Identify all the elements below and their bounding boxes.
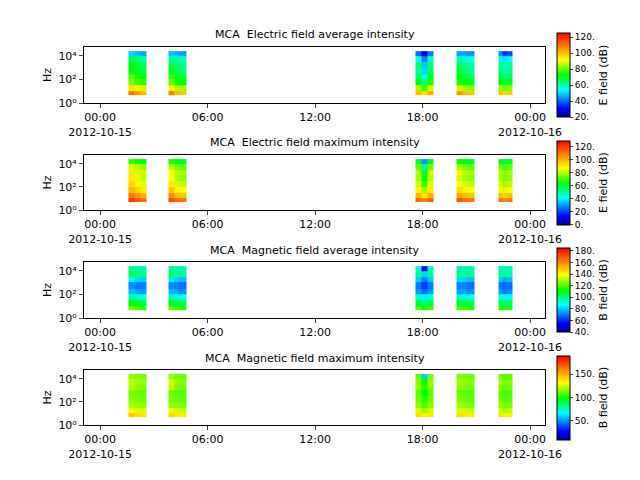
svg-text:100.: 100. bbox=[575, 393, 595, 403]
svg-text:40.: 40. bbox=[575, 194, 589, 204]
svg-text:00:002012-10-16: 00:002012-10-16 bbox=[498, 326, 562, 353]
svg-text:E field (dB): E field (dB) bbox=[597, 45, 610, 106]
svg-text:12:00: 12:00 bbox=[299, 218, 331, 231]
svg-text:18:00: 18:00 bbox=[407, 433, 439, 446]
svg-text:10⁴: 10⁴ bbox=[58, 50, 77, 63]
svg-text:60.: 60. bbox=[575, 80, 589, 90]
svg-text:10²: 10² bbox=[58, 181, 76, 194]
svg-text:Hz: Hz bbox=[41, 175, 54, 189]
svg-text:06:00: 06:00 bbox=[192, 218, 224, 231]
svg-text:150.: 150. bbox=[575, 369, 595, 379]
svg-text:00:002012-10-15: 00:002012-10-15 bbox=[68, 218, 132, 245]
svg-text:50.: 50. bbox=[575, 416, 589, 426]
svg-text:10⁰: 10⁰ bbox=[58, 312, 77, 325]
svg-text:100.: 100. bbox=[575, 48, 595, 58]
svg-text:140.: 140. bbox=[575, 269, 595, 279]
svg-text:MCA Magnetic field average in: MCA Magnetic field average intensity bbox=[210, 244, 419, 257]
svg-text:120.: 120. bbox=[575, 32, 595, 42]
svg-text:10⁰: 10⁰ bbox=[58, 97, 77, 110]
svg-text:20.: 20. bbox=[575, 207, 589, 217]
svg-text:E field (dB): E field (dB) bbox=[597, 152, 610, 213]
svg-text:40.: 40. bbox=[575, 96, 589, 106]
svg-text:12:00: 12:00 bbox=[299, 326, 331, 339]
svg-text:20.: 20. bbox=[575, 112, 589, 122]
svg-text:18:00: 18:00 bbox=[407, 326, 439, 339]
svg-text:06:00: 06:00 bbox=[192, 111, 224, 124]
svg-text:18:00: 18:00 bbox=[407, 111, 439, 124]
svg-text:10⁰: 10⁰ bbox=[58, 204, 77, 217]
svg-text:60.: 60. bbox=[575, 316, 589, 326]
svg-text:Hz: Hz bbox=[41, 283, 54, 297]
svg-text:10⁴: 10⁴ bbox=[58, 373, 77, 386]
svg-text:MCA Magnetic field maximum in: MCA Magnetic field maximum intensity bbox=[205, 352, 425, 365]
svg-text:10⁴: 10⁴ bbox=[58, 158, 77, 171]
svg-text:60.: 60. bbox=[575, 181, 589, 191]
svg-text:B field (dB): B field (dB) bbox=[597, 259, 610, 320]
svg-text:40.: 40. bbox=[575, 327, 589, 337]
svg-text:12:00: 12:00 bbox=[299, 111, 331, 124]
svg-text:10²: 10² bbox=[58, 288, 76, 301]
svg-text:10²: 10² bbox=[58, 73, 76, 86]
svg-text:120.: 120. bbox=[575, 142, 595, 152]
svg-text:10⁴: 10⁴ bbox=[58, 265, 77, 278]
svg-text:MCA Electric field average in: MCA Electric field average intensity bbox=[215, 28, 415, 41]
svg-text:06:00: 06:00 bbox=[192, 326, 224, 339]
svg-text:80.: 80. bbox=[575, 168, 589, 178]
svg-text:00:002012-10-15: 00:002012-10-15 bbox=[68, 111, 132, 138]
svg-text:0.: 0. bbox=[575, 220, 584, 230]
svg-text:00:002012-10-15: 00:002012-10-15 bbox=[68, 326, 132, 353]
svg-text:MCA Electric field maximum in: MCA Electric field maximum intensity bbox=[210, 136, 420, 149]
svg-text:Hz: Hz bbox=[41, 390, 54, 404]
svg-text:160.: 160. bbox=[575, 258, 595, 268]
svg-text:18:00: 18:00 bbox=[407, 218, 439, 231]
svg-text:100.: 100. bbox=[575, 155, 595, 165]
svg-text:B field (dB): B field (dB) bbox=[597, 367, 610, 428]
svg-text:80.: 80. bbox=[575, 64, 589, 74]
svg-text:06:00: 06:00 bbox=[192, 433, 224, 446]
svg-text:10⁰: 10⁰ bbox=[58, 419, 77, 432]
svg-text:12:00: 12:00 bbox=[299, 433, 331, 446]
svg-text:00:002012-10-16: 00:002012-10-16 bbox=[498, 218, 562, 245]
svg-text:00:002012-10-15: 00:002012-10-15 bbox=[68, 433, 132, 460]
svg-text:100.: 100. bbox=[575, 292, 595, 302]
svg-text:180.: 180. bbox=[575, 246, 595, 256]
svg-text:10²: 10² bbox=[58, 396, 76, 409]
svg-text:00:002012-10-16: 00:002012-10-16 bbox=[498, 433, 562, 460]
svg-text:Hz: Hz bbox=[41, 68, 54, 82]
svg-text:00:002012-10-16: 00:002012-10-16 bbox=[498, 111, 562, 138]
svg-text:120.: 120. bbox=[575, 281, 595, 291]
svg-text:80.: 80. bbox=[575, 304, 589, 314]
